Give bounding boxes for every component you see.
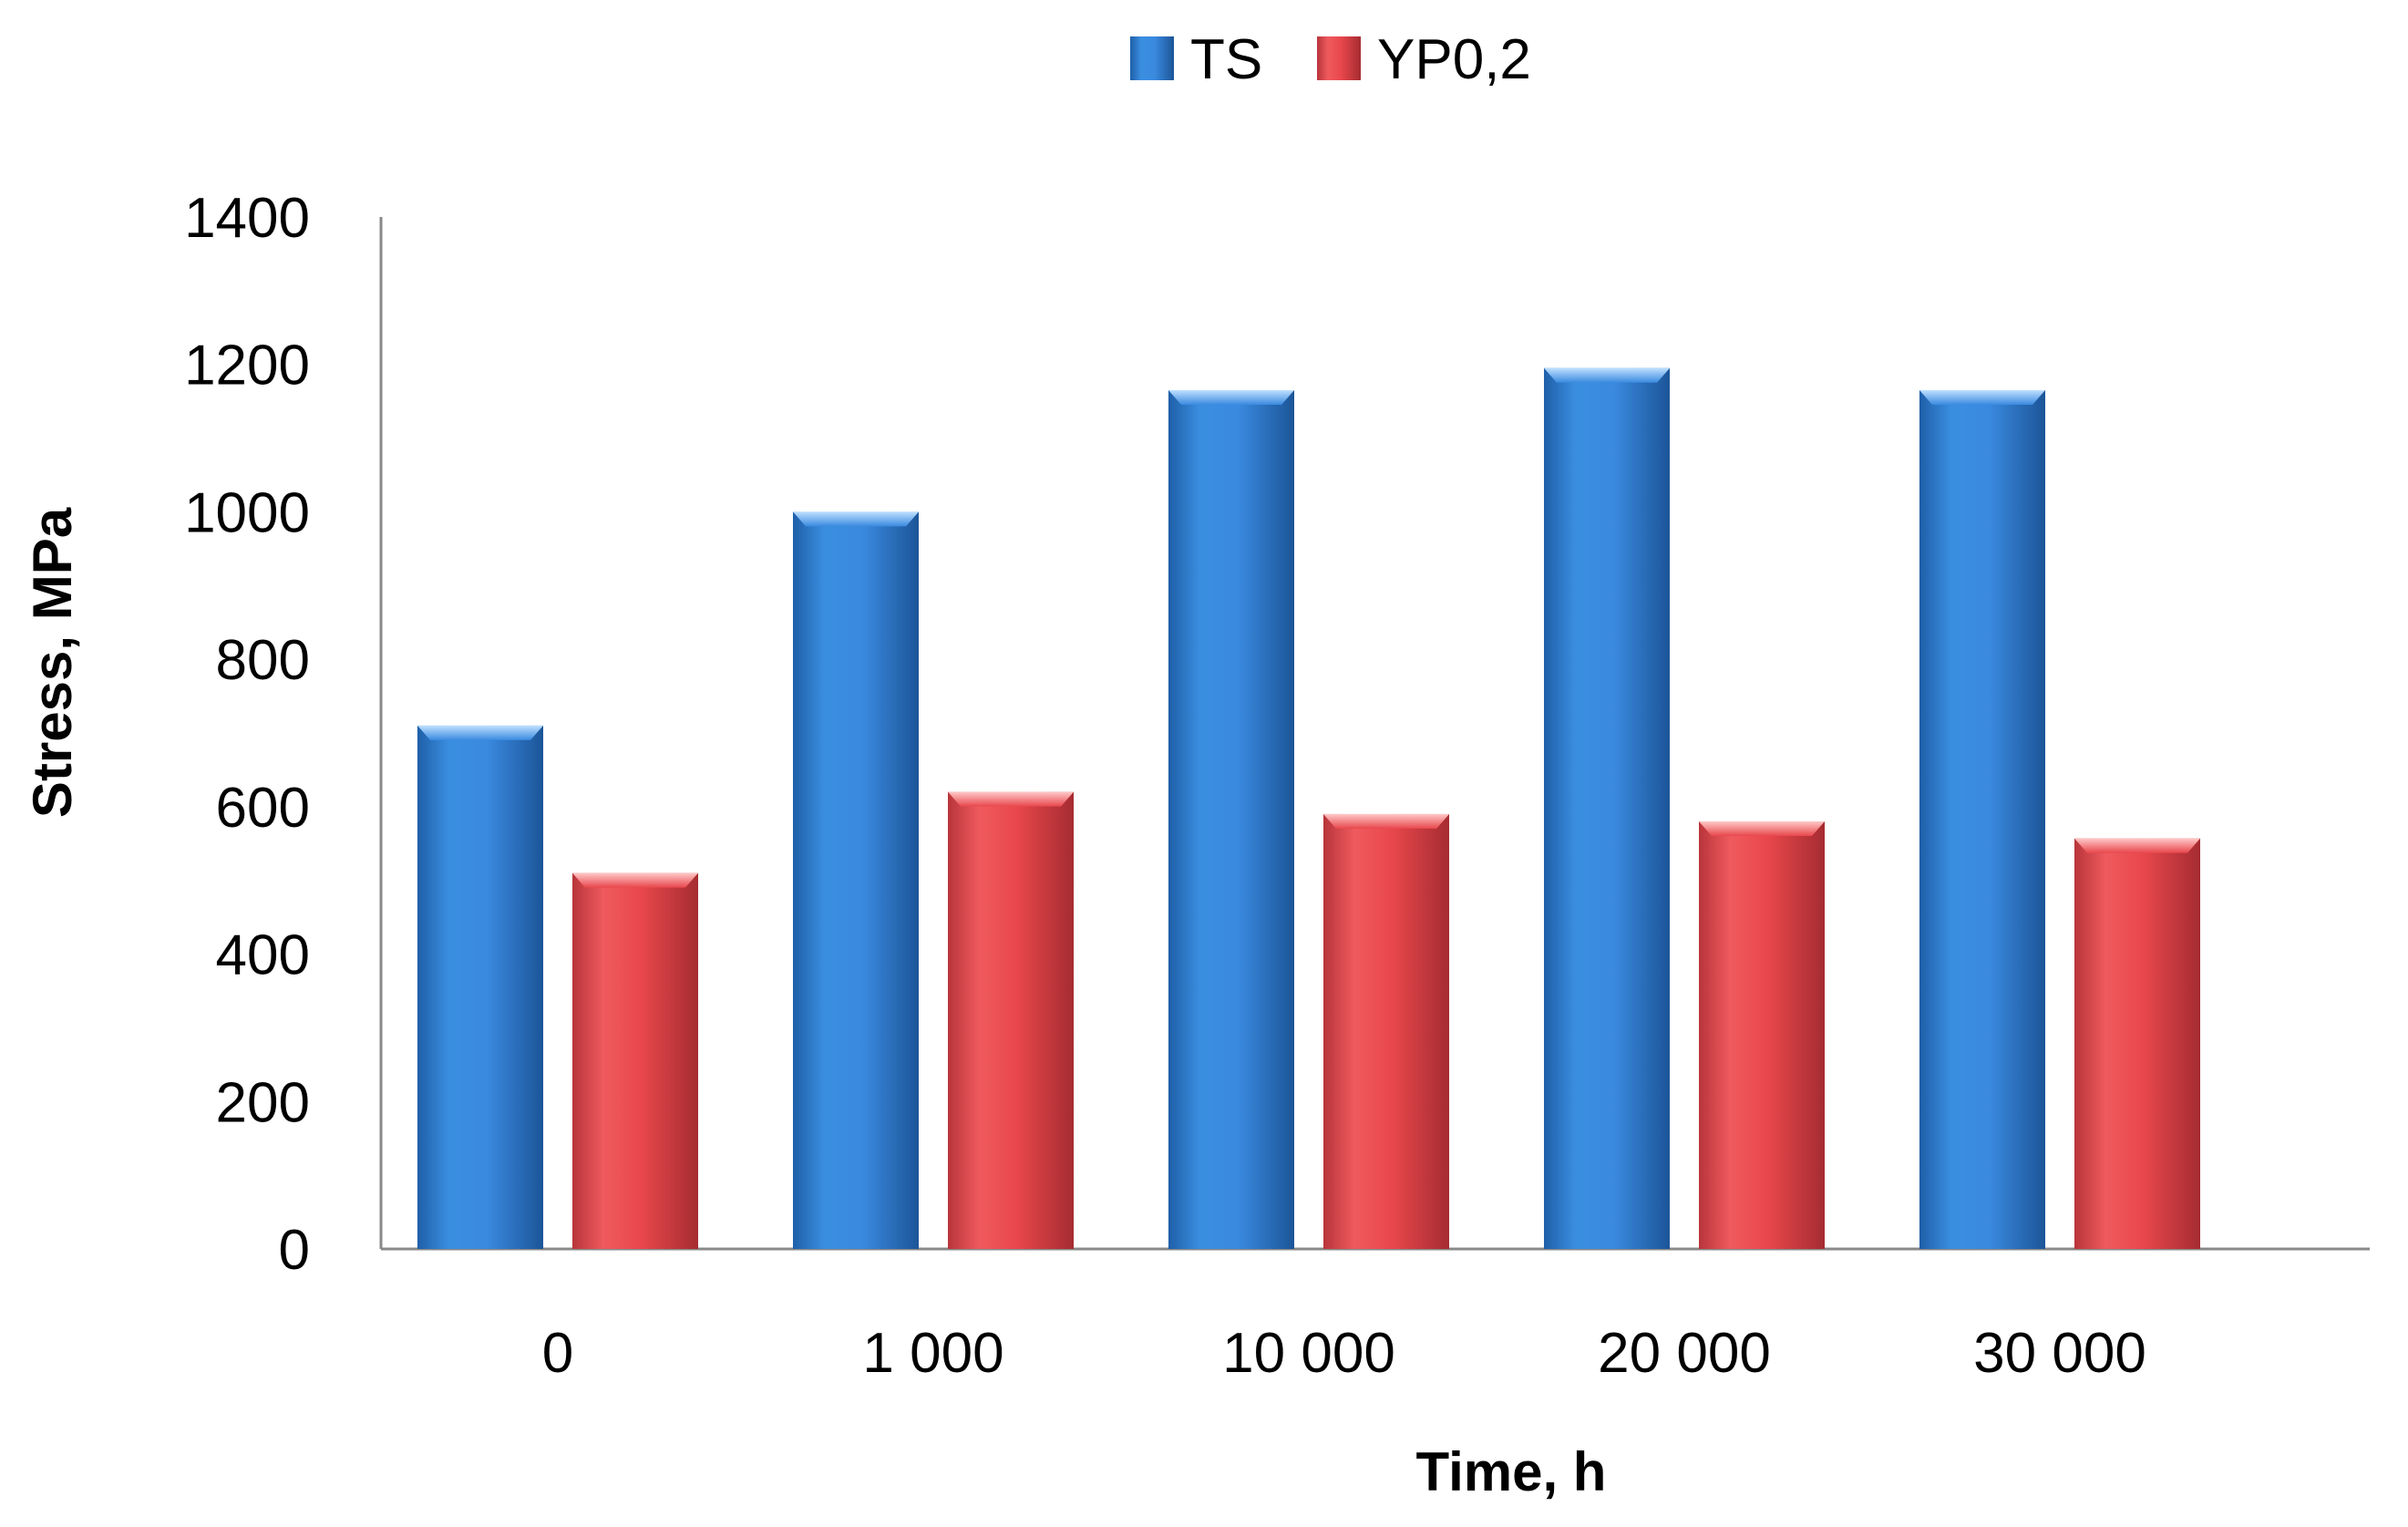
y-tick-labels: 0 200 400 600 800 1000 1200 1400 — [184, 187, 310, 1282]
x-tick-label: 20 000 — [1598, 1322, 1771, 1385]
bar-ts — [1919, 390, 2045, 1249]
bar-ts — [417, 725, 543, 1249]
bar-body — [1919, 390, 2045, 1249]
x-tick-label: 1 000 — [862, 1322, 1003, 1385]
y-tick-label: 800 — [216, 629, 310, 692]
bar-yp02 — [948, 791, 1074, 1249]
bar-body — [1323, 813, 1449, 1249]
bar-cap — [948, 791, 1074, 807]
legend: TS YP0,2 — [1130, 28, 1531, 91]
y-tick-label: 600 — [216, 777, 310, 840]
y-tick-label: 400 — [216, 924, 310, 987]
bar-cap — [1544, 367, 1670, 383]
legend-swatch-yp02 — [1317, 36, 1361, 80]
bar-cap — [1168, 390, 1294, 406]
bar-cap — [1323, 813, 1449, 829]
bar-body — [1544, 367, 1670, 1249]
legend-item-yp02: YP0,2 — [1317, 28, 1531, 91]
bar-body — [2074, 838, 2200, 1249]
bar-ts — [793, 511, 919, 1249]
bar-body — [1168, 390, 1294, 1249]
y-tick-label: 1000 — [184, 481, 310, 544]
bars — [417, 367, 2200, 1249]
bar-cap — [572, 872, 698, 888]
x-axis-title: Time, h — [1416, 1441, 1607, 1502]
legend-label-yp02: YP0,2 — [1377, 28, 1531, 91]
y-tick-label: 1400 — [184, 187, 310, 250]
bar-body — [572, 872, 698, 1249]
bar-body — [417, 725, 543, 1249]
bar-yp02 — [2074, 838, 2200, 1249]
bar-cap — [417, 725, 543, 740]
bar-yp02 — [1699, 821, 1825, 1249]
bar-yp02 — [1323, 813, 1449, 1249]
x-tick-label: 30 000 — [1973, 1322, 2146, 1385]
y-tick-label: 1200 — [184, 335, 310, 397]
legend-item-ts: TS — [1130, 28, 1262, 91]
y-axis-title: Stress, MPa — [22, 507, 83, 818]
x-tick-label: 0 — [542, 1322, 573, 1385]
bar-cap — [2074, 838, 2200, 853]
bar-ts — [1168, 390, 1294, 1249]
y-tick-label: 0 — [279, 1219, 310, 1282]
bar-cap — [793, 511, 919, 527]
y-tick-label: 200 — [216, 1071, 310, 1134]
legend-label-ts: TS — [1190, 28, 1262, 91]
bar-ts — [1544, 367, 1670, 1249]
bar-body — [1699, 821, 1825, 1249]
bar-yp02 — [572, 872, 698, 1249]
bar-body — [948, 791, 1074, 1249]
bar-cap — [1919, 390, 2045, 406]
bar-cap — [1699, 821, 1825, 837]
bar-body — [793, 511, 919, 1249]
x-tick-label: 10 000 — [1222, 1322, 1395, 1385]
legend-swatch-ts — [1130, 36, 1174, 80]
x-tick-labels: 0 1 000 10 000 20 000 30 000 — [542, 1322, 2146, 1385]
